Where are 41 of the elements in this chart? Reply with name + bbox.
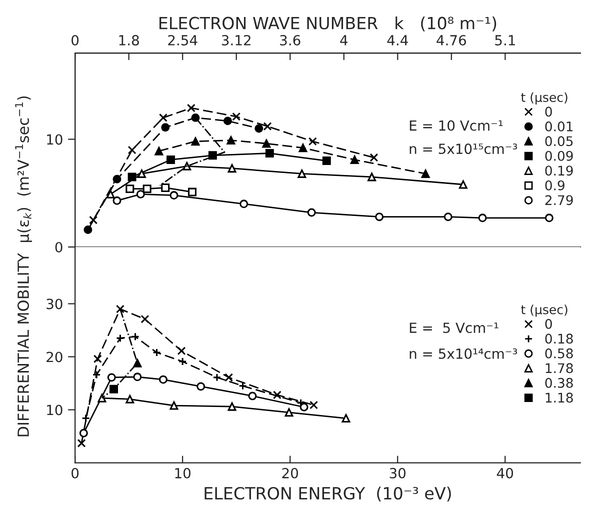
text: 4.4 bbox=[387, 35, 408, 46]
annotation: n = 5x10¹⁴cm⁻³ bbox=[410, 348, 518, 359]
legend-label: 1.78 bbox=[546, 363, 573, 374]
x-axis-title: ELECTRON ENERGY (10⁻³ eV) bbox=[204, 486, 451, 502]
legend-label: 1.18 bbox=[546, 392, 573, 403]
legend-label: 0.05 bbox=[545, 136, 573, 146]
text: 4 bbox=[340, 35, 348, 46]
y-tick-label: 10 bbox=[47, 404, 62, 416]
text: 4.76 bbox=[436, 34, 466, 46]
legend-label: 0 bbox=[545, 318, 552, 329]
legend-title: t (μsec) bbox=[521, 304, 568, 317]
legend-label: 0.19 bbox=[545, 166, 573, 176]
text: 2.54 bbox=[168, 34, 198, 46]
x-tick-label: 0 bbox=[72, 468, 79, 478]
text: 3.12 bbox=[222, 34, 250, 46]
annotation: n = 5x10¹⁵cm⁻³ bbox=[410, 144, 518, 154]
legend-label: 0.38 bbox=[545, 378, 573, 388]
y-tick-label: 30 bbox=[46, 298, 62, 310]
text: 3.6 bbox=[280, 34, 300, 46]
legend-label: 0.01 bbox=[545, 121, 573, 132]
y-axis-title: DIFFERENTIAL MOBILITY μ(ε$_{k}$) (m²V$^{−1}$sec$^{−1}$) bbox=[15, 96, 32, 436]
legend-title: t (μsec) bbox=[521, 92, 568, 104]
legend-label: 0.18 bbox=[545, 334, 573, 344]
x-tick-label: 40 bbox=[496, 468, 514, 478]
x-tick-label: 20 bbox=[282, 468, 298, 478]
text: 5.1 bbox=[495, 35, 515, 46]
legend-label: 0.9 bbox=[545, 180, 564, 190]
text: 0 bbox=[72, 34, 79, 46]
y-tick-label: 10 bbox=[47, 134, 62, 145]
legend-label: 0.09 bbox=[545, 150, 573, 161]
x-tick-label: 10 bbox=[175, 468, 190, 478]
annotation: E = 5 Vcm⁻¹ bbox=[410, 322, 498, 334]
y-tick-label: 0 bbox=[55, 242, 62, 252]
legend-label: 0.58 bbox=[545, 348, 573, 358]
x-tick-label: 30 bbox=[390, 468, 406, 478]
y-tick-label: 20 bbox=[46, 352, 62, 362]
x2-axis-title: ELECTRON WAVE NUMBER k (10⁸ m⁻¹) bbox=[159, 16, 496, 32]
legend-label: 2.79 bbox=[545, 195, 573, 206]
text: 1.8 bbox=[119, 34, 139, 46]
annotation: E = 10 Vcm⁻¹ bbox=[410, 120, 503, 131]
legend-label: 0 bbox=[545, 106, 552, 117]
